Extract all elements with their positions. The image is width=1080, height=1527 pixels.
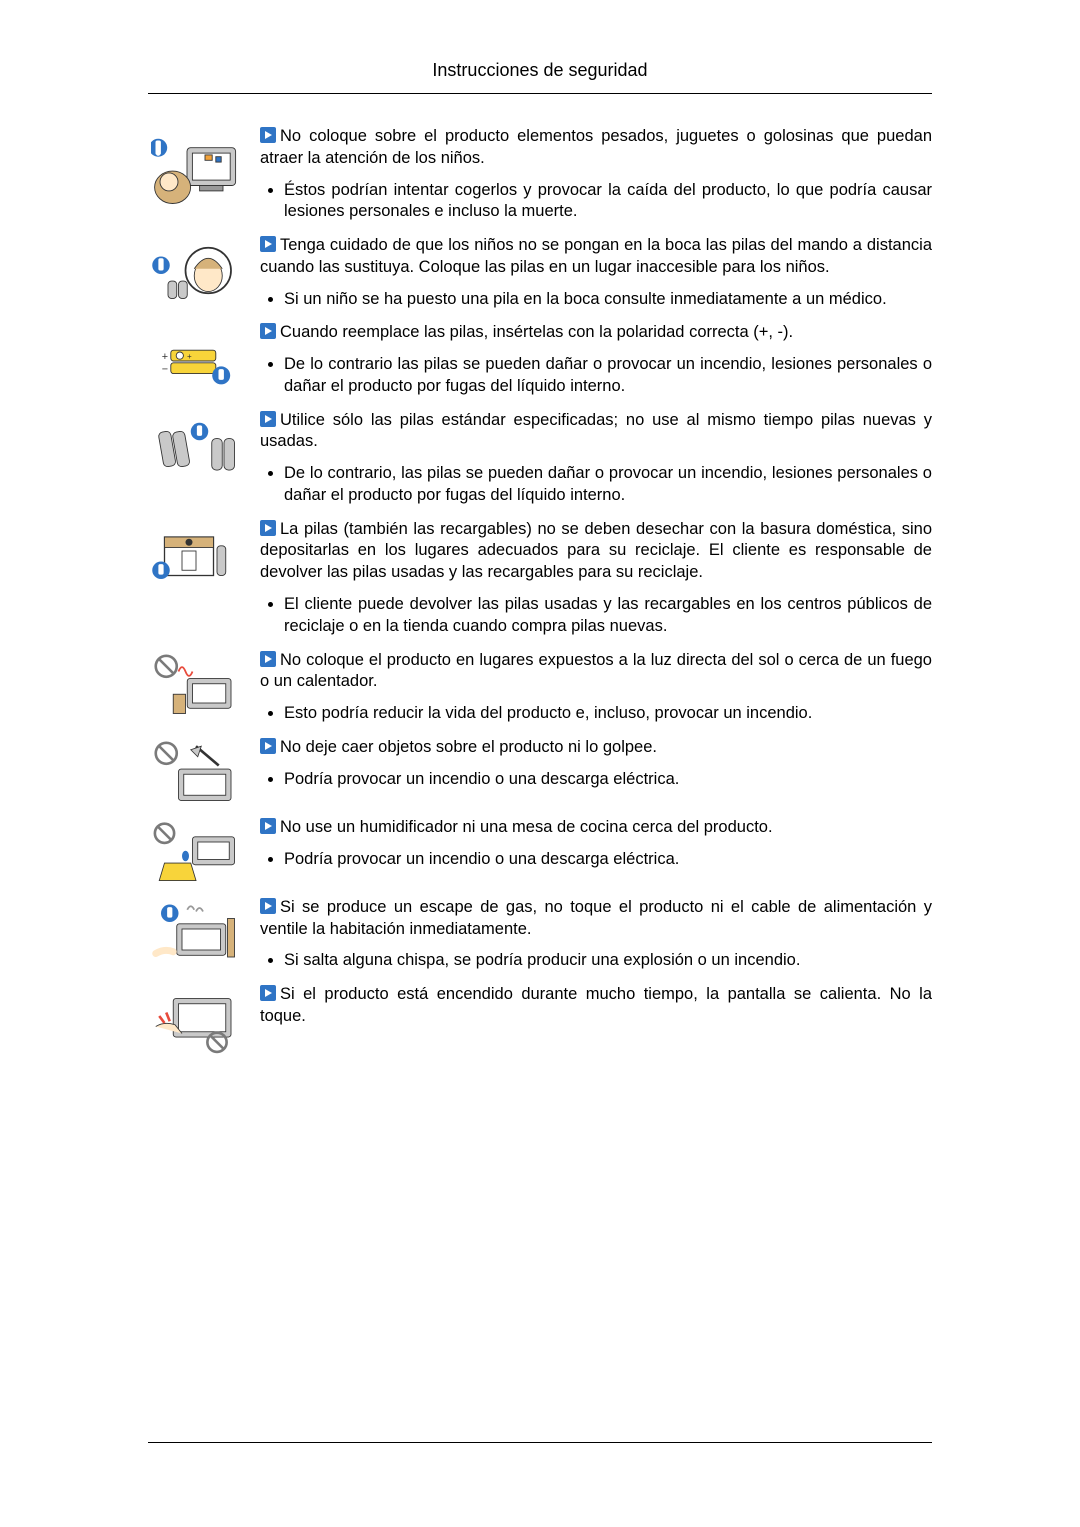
item-bullets: Éstos podrían intentar cogerlos y provoc… xyxy=(260,180,932,224)
bullet: Éstos podrían intentar cogerlos y provoc… xyxy=(284,180,932,224)
safety-item: No deje caer objetos sobre el producto n… xyxy=(148,737,932,813)
item-text: Utilice sólo las pilas estándar especifi… xyxy=(260,411,932,451)
item-text: La pilas (también las recargables) no se… xyxy=(260,520,932,582)
caution-icon xyxy=(260,985,276,1001)
item-bullets: Si un niño se ha puesto una pila en la b… xyxy=(260,289,932,311)
kid-tv-icon xyxy=(151,130,241,214)
caution-icon xyxy=(260,520,276,536)
hot-screen-icon xyxy=(151,988,241,1058)
safety-item: No coloque el producto en lugares expues… xyxy=(148,650,932,733)
heat-tv-icon xyxy=(151,654,241,724)
page: Instrucciones de seguridad xyxy=(0,0,1080,1527)
svg-text:−: − xyxy=(162,364,168,376)
safety-item: Utilice sólo las pilas estándar especifi… xyxy=(148,410,932,515)
safety-item: Si se produce un escape de gas, no toque… xyxy=(148,897,932,980)
safety-item: La pilas (también las recargables) no se… xyxy=(148,519,932,646)
item-text: No use un humidificador ni una mesa de c… xyxy=(280,818,773,836)
item-bullets: Podría provocar un incendio o una descar… xyxy=(260,769,932,791)
top-rule xyxy=(148,93,932,94)
illustration xyxy=(148,410,260,486)
page-title: Instrucciones de seguridad xyxy=(148,60,932,81)
item-text: Tenga cuidado de que los niños no se pon… xyxy=(260,236,932,276)
safety-item: Tenga cuidado de que los niños no se pon… xyxy=(148,235,932,318)
item-text: No coloque sobre el producto elementos p… xyxy=(260,127,932,167)
item-bullets: De lo contrario, las pilas se pueden dañ… xyxy=(260,463,932,507)
humidifier-icon xyxy=(151,821,241,891)
caution-icon xyxy=(260,898,276,914)
bullet: De lo contrario las pilas se pueden daña… xyxy=(284,354,932,398)
item-text: Cuando reemplace las pilas, insértelas c… xyxy=(280,323,793,341)
recycle-bin-icon xyxy=(151,523,241,593)
item-bullets: Podría provocar un incendio o una descar… xyxy=(260,849,932,871)
page-inner: Instrucciones de seguridad xyxy=(148,36,932,1443)
safety-item: No coloque sobre el producto elementos p… xyxy=(148,126,932,231)
battery-polarity-icon: + − + xyxy=(151,326,241,396)
safety-item: Si el producto está encendido durante mu… xyxy=(148,984,932,1060)
bullet: Si un niño se ha puesto una pila en la b… xyxy=(284,289,932,311)
illustration xyxy=(148,817,260,893)
item-text: Si se produce un escape de gas, no toque… xyxy=(260,898,932,938)
item-bullets: Si salta alguna chispa, se podría produc… xyxy=(260,950,932,972)
item-bullets: Esto podría reducir la vida del producto… xyxy=(260,703,932,725)
bullet: De lo contrario, las pilas se pueden dañ… xyxy=(284,463,932,507)
bullet: Si salta alguna chispa, se podría produc… xyxy=(284,950,932,972)
bullet: Podría provocar un incendio o una descar… xyxy=(284,769,932,791)
caution-icon xyxy=(260,818,276,834)
item-bullets: De lo contrario las pilas se pueden daña… xyxy=(260,354,932,398)
caution-icon xyxy=(260,236,276,252)
safety-item: + − + Cuando reemplace las pilas, insért… xyxy=(148,322,932,405)
falling-object-icon xyxy=(151,741,241,811)
illustration xyxy=(148,650,260,726)
illustration xyxy=(148,235,260,311)
content-area: No coloque sobre el producto elementos p… xyxy=(148,126,932,1429)
item-bullets: El cliente puede devolver las pilas usad… xyxy=(260,594,932,638)
caution-icon xyxy=(260,651,276,667)
gas-leak-icon xyxy=(151,901,241,971)
caution-icon xyxy=(260,738,276,754)
item-text: No coloque el producto en lugares expues… xyxy=(260,651,932,691)
batteries-icon xyxy=(151,414,241,484)
illustration xyxy=(148,126,260,216)
illustration xyxy=(148,519,260,595)
caution-icon xyxy=(260,127,276,143)
svg-text:+: + xyxy=(162,351,168,363)
caution-icon xyxy=(260,323,276,339)
item-text: Si el producto está encendido durante mu… xyxy=(260,985,932,1025)
caution-icon xyxy=(260,411,276,427)
safety-item: No use un humidificador ni una mesa de c… xyxy=(148,817,932,893)
bottom-rule xyxy=(148,1442,932,1443)
illustration: + − + xyxy=(148,322,260,398)
bullet: El cliente puede devolver las pilas usad… xyxy=(284,594,932,638)
item-text: No deje caer objetos sobre el producto n… xyxy=(280,738,657,756)
illustration xyxy=(148,737,260,813)
bullet: Esto podría reducir la vida del producto… xyxy=(284,703,932,725)
illustration xyxy=(148,984,260,1060)
bullet: Podría provocar un incendio o una descar… xyxy=(284,849,932,871)
illustration xyxy=(148,897,260,973)
kid-battery-icon xyxy=(151,239,241,309)
svg-text:+: + xyxy=(187,353,192,362)
